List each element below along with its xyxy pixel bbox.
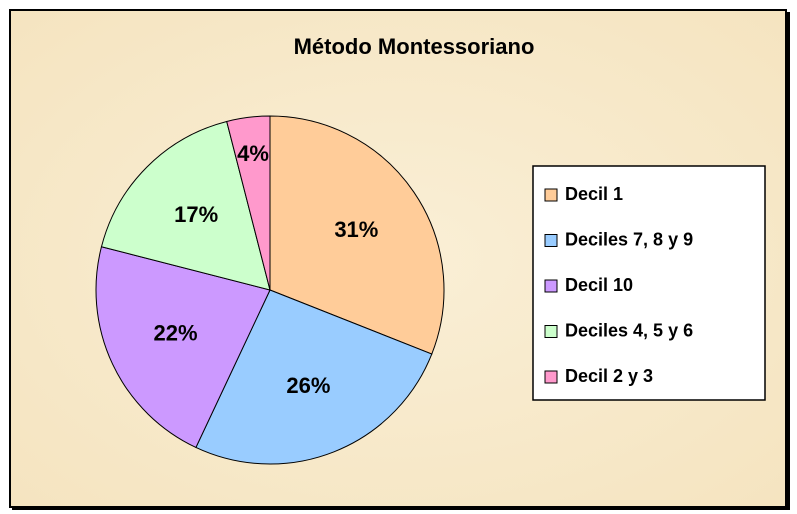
pie-slice: [269, 115, 445, 355]
data-label: 4%: [237, 141, 269, 166]
data-label: 17%: [174, 202, 218, 227]
legend-swatch: [544, 325, 558, 338]
chart-title: Método Montessoriano: [294, 34, 535, 59]
pie-slice: [226, 115, 271, 291]
legend-label: Decil 1: [565, 184, 623, 204]
legend: [532, 165, 766, 401]
legend-label: Deciles 4, 5 y 6: [565, 320, 693, 340]
data-label: 26%: [286, 373, 330, 398]
pie-slice: [195, 289, 433, 465]
border-shadow: [786, 12, 790, 510]
data-label: 22%: [154, 320, 198, 345]
pie-slice: [95, 246, 271, 449]
legend-swatch: [544, 234, 558, 247]
legend-swatch: [544, 279, 558, 293]
border-shadow: [12, 507, 790, 510]
legend-swatch: [544, 370, 558, 384]
legend-label: Decil 2 y 3: [565, 366, 653, 386]
legend-swatch: [544, 188, 558, 202]
legend-label: Deciles 7, 8 y 9: [565, 229, 693, 249]
legend-label: Decil 10: [565, 275, 633, 295]
pie-slice: [100, 120, 271, 291]
data-label: 31%: [334, 217, 378, 242]
